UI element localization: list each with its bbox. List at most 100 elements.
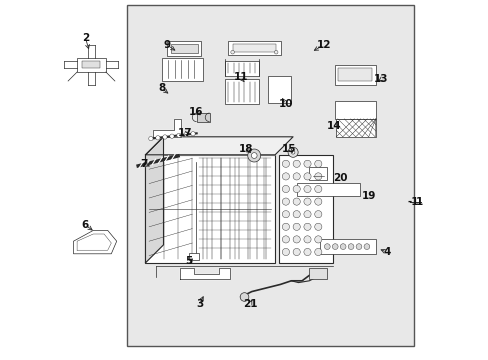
Circle shape <box>282 236 289 243</box>
Circle shape <box>148 136 153 141</box>
Bar <box>170 44 197 53</box>
Circle shape <box>190 132 195 136</box>
Circle shape <box>363 244 369 249</box>
Circle shape <box>303 185 310 193</box>
Circle shape <box>291 150 294 154</box>
Circle shape <box>292 236 300 243</box>
Circle shape <box>292 211 300 218</box>
Bar <box>232 44 276 52</box>
Polygon shape <box>179 268 230 279</box>
Bar <box>309 268 326 279</box>
Circle shape <box>177 133 181 138</box>
Circle shape <box>183 132 188 137</box>
Text: 11: 11 <box>233 72 247 82</box>
Circle shape <box>314 236 321 243</box>
Bar <box>196 113 209 122</box>
Circle shape <box>169 134 174 138</box>
Circle shape <box>292 173 300 180</box>
Bar <box>228 41 280 55</box>
Bar <box>320 239 375 254</box>
Circle shape <box>282 223 289 230</box>
Bar <box>334 65 375 85</box>
Circle shape <box>282 211 289 218</box>
Text: 18: 18 <box>239 144 253 154</box>
Polygon shape <box>145 137 292 155</box>
Circle shape <box>282 160 289 167</box>
Bar <box>267 76 291 103</box>
Bar <box>162 58 203 81</box>
Text: 7: 7 <box>140 159 147 169</box>
Text: 16: 16 <box>188 107 203 117</box>
Circle shape <box>314 211 321 218</box>
Bar <box>224 79 258 104</box>
Circle shape <box>303 160 310 167</box>
Circle shape <box>292 248 300 256</box>
Circle shape <box>247 149 260 162</box>
Text: 9: 9 <box>163 40 170 50</box>
Bar <box>337 68 371 81</box>
Circle shape <box>314 248 321 256</box>
Circle shape <box>292 185 300 193</box>
Circle shape <box>340 244 346 249</box>
Circle shape <box>303 173 310 180</box>
Text: -1: -1 <box>407 197 418 207</box>
Bar <box>82 61 101 68</box>
Polygon shape <box>152 119 181 137</box>
Circle shape <box>314 160 321 167</box>
Bar <box>167 41 201 56</box>
Text: 6: 6 <box>81 220 89 230</box>
Text: 15: 15 <box>282 144 296 154</box>
Polygon shape <box>73 230 117 254</box>
Circle shape <box>274 50 277 54</box>
Bar <box>278 155 332 263</box>
Circle shape <box>292 160 300 167</box>
Circle shape <box>303 236 310 243</box>
Circle shape <box>230 50 234 54</box>
Text: 19: 19 <box>361 191 375 201</box>
Polygon shape <box>296 183 359 196</box>
Circle shape <box>240 293 248 301</box>
Circle shape <box>314 198 321 205</box>
Text: 5: 5 <box>184 256 192 266</box>
Circle shape <box>292 198 300 205</box>
Text: 4: 4 <box>382 247 389 257</box>
Bar <box>145 155 275 263</box>
Bar <box>309 167 326 180</box>
Circle shape <box>163 135 167 139</box>
Circle shape <box>282 173 289 180</box>
Circle shape <box>292 223 300 230</box>
Text: 20: 20 <box>332 173 346 183</box>
Circle shape <box>324 244 329 249</box>
Bar <box>188 253 199 260</box>
Bar <box>224 61 258 76</box>
Text: 3: 3 <box>196 299 203 309</box>
Circle shape <box>282 185 289 193</box>
Circle shape <box>303 248 310 256</box>
Text: 12: 12 <box>316 40 330 50</box>
Circle shape <box>314 185 321 193</box>
Circle shape <box>332 244 337 249</box>
Polygon shape <box>145 137 163 263</box>
Bar <box>127 5 413 346</box>
Circle shape <box>355 244 361 249</box>
Bar <box>336 119 375 137</box>
Circle shape <box>314 173 321 180</box>
Text: 17: 17 <box>178 128 192 138</box>
Text: 21: 21 <box>242 299 257 309</box>
Circle shape <box>347 244 353 249</box>
Circle shape <box>282 198 289 205</box>
Circle shape <box>303 211 310 218</box>
Bar <box>77 58 106 72</box>
Text: 14: 14 <box>326 121 341 131</box>
Bar <box>334 101 375 119</box>
Text: 1: 1 <box>415 197 422 207</box>
Text: 13: 13 <box>373 74 388 84</box>
Circle shape <box>303 223 310 230</box>
Circle shape <box>251 153 257 158</box>
Text: 2: 2 <box>81 33 89 43</box>
Circle shape <box>282 248 289 256</box>
Circle shape <box>156 136 160 140</box>
Circle shape <box>287 147 298 157</box>
Circle shape <box>303 198 310 205</box>
Circle shape <box>314 223 321 230</box>
